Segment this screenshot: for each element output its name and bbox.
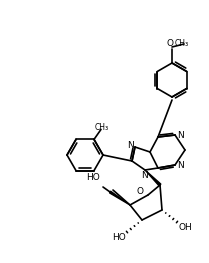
Text: O: O [167, 39, 173, 48]
Polygon shape [110, 191, 130, 205]
Text: CH₃: CH₃ [95, 123, 109, 132]
Polygon shape [145, 170, 161, 186]
Text: N: N [177, 130, 183, 139]
Text: CH₃: CH₃ [175, 39, 189, 48]
Text: HO: HO [86, 173, 100, 181]
Text: N: N [142, 170, 148, 180]
Text: O: O [136, 188, 144, 196]
Text: HO: HO [112, 232, 126, 241]
Text: OH: OH [178, 222, 192, 231]
Text: N: N [128, 140, 134, 149]
Text: N: N [177, 160, 183, 169]
